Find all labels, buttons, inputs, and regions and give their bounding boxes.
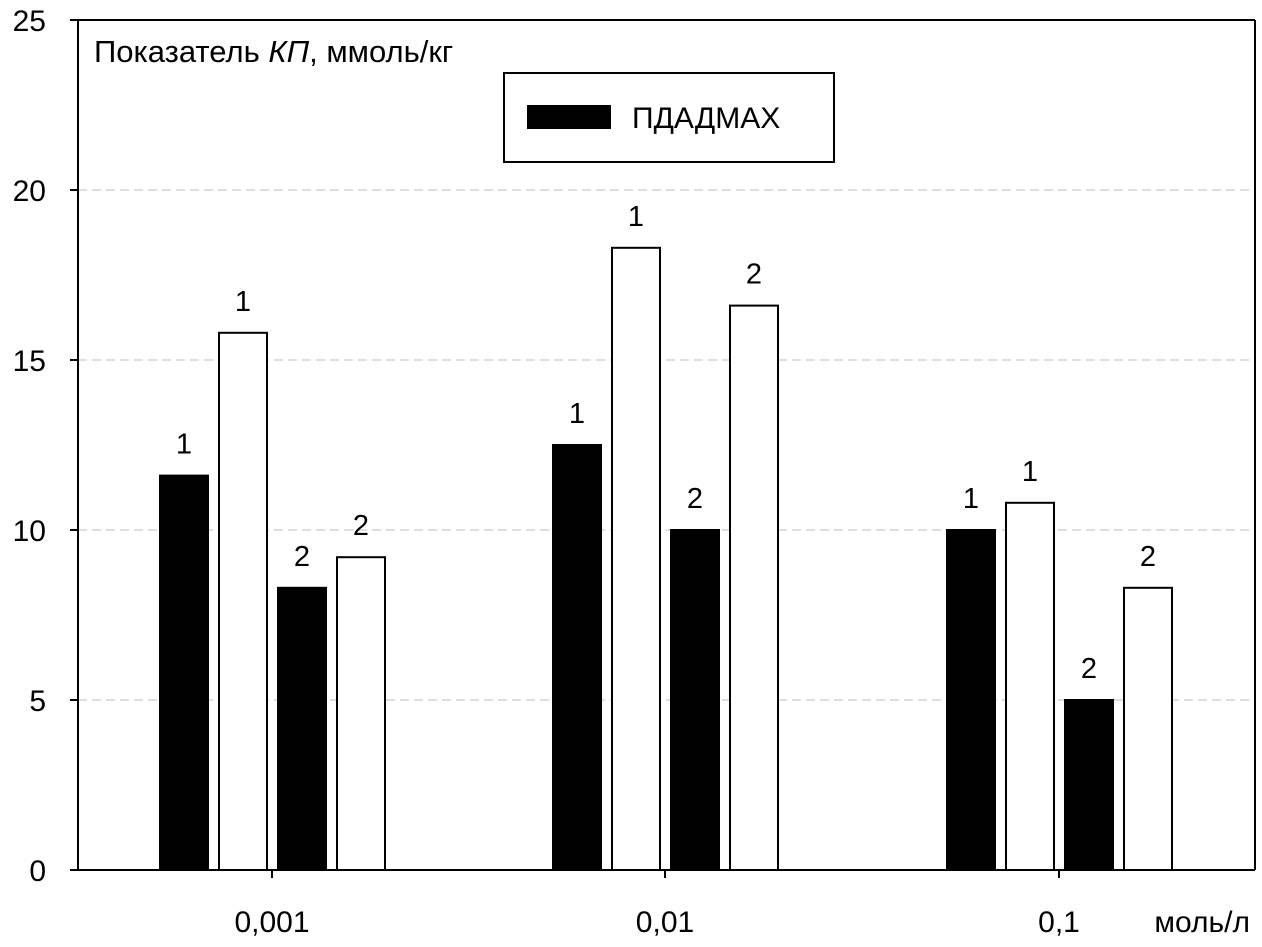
- x-tick-label: 0,1: [1038, 906, 1080, 939]
- bar: [552, 444, 602, 871]
- y-axis-title-suffix: , ммоль/кг: [309, 34, 453, 69]
- bar: [670, 529, 720, 871]
- bar-label: 2: [746, 259, 762, 291]
- y-tick-label: 10: [13, 515, 46, 548]
- y-tick-label: 15: [13, 345, 46, 378]
- bar-label: 2: [353, 510, 369, 542]
- y-axis-title: Показатель КП, ммоль/кг: [94, 34, 453, 69]
- bar: [1123, 586, 1173, 871]
- y-tick-label: 0: [29, 855, 46, 888]
- x-tick-label: 0,01: [636, 906, 694, 939]
- bar: [159, 474, 209, 871]
- y-axis-ticks: 0 5 10 15 20 25: [13, 5, 78, 888]
- bar: [729, 304, 779, 872]
- bars: [159, 246, 1173, 872]
- bar-label: 1: [569, 398, 585, 430]
- gridlines: [78, 189, 1255, 701]
- x-axis-unit: моль/л: [1154, 906, 1250, 939]
- bar-label: 1: [176, 429, 192, 461]
- bar-label: 2: [1140, 541, 1156, 573]
- bar: [946, 529, 996, 871]
- bar: [1064, 699, 1114, 871]
- bar-label: 2: [687, 483, 703, 515]
- bar-label: 1: [963, 483, 979, 515]
- y-tick-label: 20: [13, 175, 46, 208]
- x-tick-label: 0,001: [234, 906, 309, 939]
- bar: [336, 556, 386, 871]
- bar-label: 1: [235, 286, 251, 318]
- legend: ПДАДМАХ: [503, 72, 835, 163]
- y-tick-label: 5: [29, 685, 46, 718]
- bar-label: 2: [294, 541, 310, 573]
- bar: [277, 586, 327, 871]
- bar-label: 1: [1022, 456, 1038, 488]
- bar: [611, 246, 661, 872]
- y-axis-title-italic: КП: [268, 34, 309, 69]
- bar: [218, 331, 268, 871]
- y-tick-label: 25: [13, 5, 46, 38]
- bar: [1005, 501, 1055, 871]
- legend-label: ПДАДМАХ: [632, 102, 780, 135]
- bar-label: 1: [628, 201, 644, 233]
- x-axis-ticks: 0,001 0,01 0,1: [234, 870, 1080, 939]
- y-axis-title-prefix: Показатель: [94, 34, 268, 69]
- legend-swatch: [527, 105, 611, 129]
- bar-label: 2: [1081, 653, 1097, 685]
- bar-labels: 1 1 2 2 1 1 2 2 1 1 2 2: [176, 201, 1156, 685]
